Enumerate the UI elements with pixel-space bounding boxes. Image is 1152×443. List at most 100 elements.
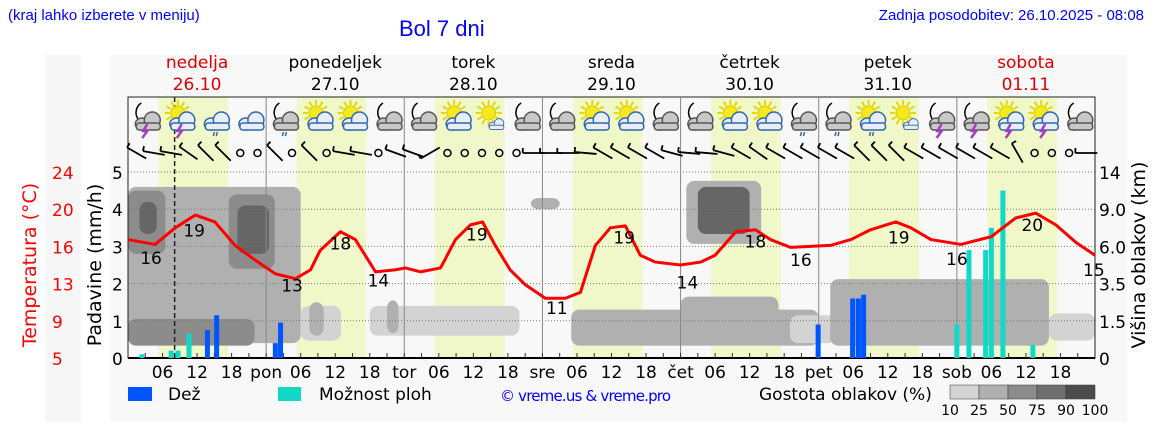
credit-link[interactable]: © vreme.us & vreme.pro	[500, 387, 671, 405]
moon-cloud-icon	[376, 102, 403, 131]
wind-barb-feather	[748, 142, 753, 148]
wind-barb-feather	[870, 141, 876, 146]
wind-barb-shaft	[765, 146, 786, 160]
wind-barb-icon	[799, 142, 821, 160]
day-name: petek	[864, 53, 912, 73]
cloud-part	[204, 122, 231, 131]
wind-barb-shaft	[420, 146, 441, 160]
sun-ray	[909, 105, 915, 110]
cloud-layer	[369, 305, 520, 336]
wind-barb-icon	[748, 142, 768, 161]
sun-ray	[856, 105, 863, 110]
wind-barb-feather	[920, 142, 925, 148]
wind-barb-icon	[853, 141, 871, 162]
sun-ray	[633, 105, 639, 110]
x-tick-label: sre	[529, 363, 555, 383]
wind-barb-feather	[142, 146, 145, 152]
x-tick-label: 06	[704, 363, 726, 383]
wind-barb-icon	[142, 146, 165, 156]
wind-barb-shaft	[574, 151, 597, 155]
rain-drop-icon	[284, 131, 288, 137]
cloud-layer	[680, 296, 779, 321]
cloud-icon	[548, 111, 576, 131]
wind-barb-feather	[592, 142, 597, 148]
sun-ray	[442, 105, 448, 110]
cloud-density-level: 100	[1082, 403, 1109, 419]
cloud-height-tick-label: 0	[1099, 350, 1110, 370]
rain-bar	[815, 324, 821, 358]
cloud-part	[757, 122, 783, 131]
sun-ray	[723, 101, 728, 107]
sun-ray	[768, 101, 773, 107]
wind-barb-icon	[214, 141, 232, 162]
cloud-part	[377, 122, 403, 131]
day-name: nedelja	[166, 53, 228, 73]
wind-barb-feather	[401, 144, 406, 150]
sun-ray	[891, 105, 897, 110]
shower-bar	[988, 227, 994, 358]
cloud-icon	[583, 111, 610, 131]
wind-barb-icon	[972, 142, 993, 160]
lightning-icon	[935, 123, 945, 139]
wind-barb-feather	[627, 142, 632, 148]
cloud-part	[722, 122, 749, 131]
cloud-layer	[1048, 313, 1095, 341]
sun-icon	[475, 100, 502, 126]
cloud-icon	[928, 111, 956, 131]
showers-legend-label: Možnost ploh	[319, 385, 432, 405]
cloud-icon	[859, 111, 887, 131]
wind-barb-icon	[159, 146, 183, 156]
sun-cloud-icon	[579, 100, 610, 131]
cloud-part	[1067, 122, 1094, 131]
wind-barb-icon	[903, 142, 924, 160]
cloud-density-swatch	[1007, 384, 1038, 400]
sun-ray	[356, 105, 363, 110]
temperature-line	[127, 211, 1096, 300]
cloud-layer	[309, 302, 324, 336]
cloud-layer	[530, 198, 560, 210]
cloud-icon	[238, 111, 265, 131]
temp-tick-label: 16	[52, 238, 74, 258]
wind-barb-icon	[300, 141, 318, 162]
cloud-density-swatch	[978, 384, 1009, 400]
rain-bar	[204, 330, 210, 358]
sun-ray	[1033, 101, 1039, 107]
cloud-height-tick-label: 14	[1099, 164, 1121, 184]
cloud-part	[1033, 122, 1059, 131]
temp-label: 19	[466, 226, 488, 246]
wind-barb-feather	[817, 142, 822, 148]
rain-drop-icon	[834, 131, 837, 137]
sun-ray	[184, 105, 190, 110]
wind-barb-feather	[644, 142, 649, 148]
temp-label: 14	[677, 274, 699, 294]
temp-tick-label: 5	[52, 350, 63, 370]
temp-label: 19	[183, 222, 205, 242]
sun-ray	[1013, 105, 1019, 110]
wind-barb-shaft	[592, 146, 613, 160]
wind-barb-feather	[712, 145, 716, 151]
x-tick-label: 12	[1015, 363, 1037, 383]
sun-ray	[861, 101, 866, 107]
sun-ray	[753, 105, 759, 110]
sun-ray	[999, 101, 1004, 107]
sun-ray	[442, 116, 448, 121]
cloud-icon	[410, 111, 438, 131]
sun-ray	[304, 105, 310, 110]
sun-ray	[338, 116, 345, 121]
wind-barb-icon	[937, 142, 959, 160]
x-tick-label: 06	[290, 363, 312, 383]
wind-barb-shaft	[903, 146, 924, 160]
x-tick-label: 12	[739, 363, 761, 383]
calm-wind-icon	[477, 148, 487, 158]
temp-label: 16	[946, 250, 968, 270]
temp-label: 18	[745, 233, 767, 253]
temp-label: 15	[1083, 261, 1105, 281]
cloud-icon	[341, 111, 369, 131]
cloud-icon	[790, 111, 818, 131]
x-tick-label: 18	[635, 363, 657, 383]
wind-barb-icon	[888, 141, 905, 162]
x-tick-label: pon	[250, 363, 282, 383]
precip-tick-label: 5	[112, 164, 123, 184]
wind-barb-icon	[197, 141, 215, 162]
